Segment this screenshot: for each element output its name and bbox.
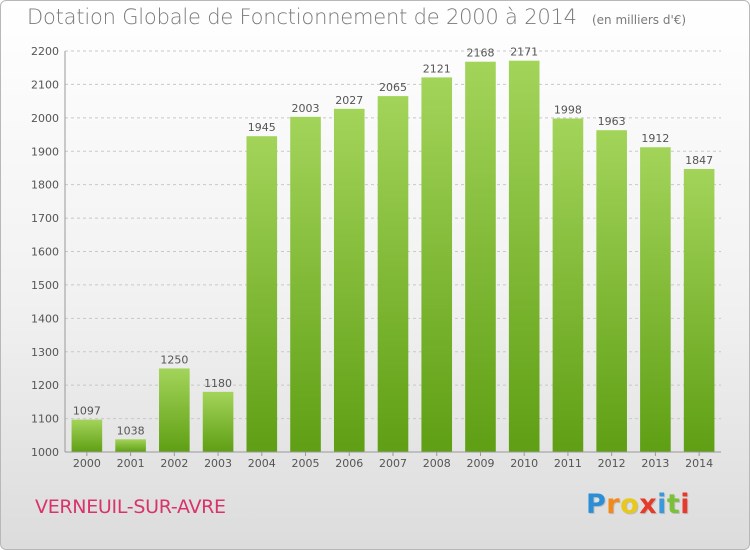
- x-tick-label: 2005: [292, 457, 320, 470]
- y-axis: 1000 1100 1200 1300 1400 1500 1600 1700 1800 1900…: [31, 45, 66, 459]
- x-axis: 2000 2001 2002 2003 2004 2005 2006 2007 2008 2009…: [65, 451, 721, 470]
- x-tick-label: 2010: [510, 457, 538, 470]
- y-tick-label: 1700: [31, 212, 59, 225]
- x-tick-label: 2007: [379, 457, 407, 470]
- x-tick-label: 2003: [204, 457, 232, 470]
- bar: [508, 60, 540, 453]
- data-label: 2027: [335, 94, 363, 107]
- data-label: 1097: [73, 405, 101, 418]
- bar: [115, 439, 146, 452]
- y-tick-label: 1200: [31, 379, 59, 392]
- y-tick-label: 1500: [31, 279, 59, 292]
- bar: [421, 77, 453, 452]
- bar: [465, 61, 496, 453]
- y-tick-label: 1300: [31, 346, 59, 359]
- data-label: 2065: [379, 81, 407, 94]
- data-label: 2121: [423, 62, 451, 75]
- data-label: 1912: [641, 132, 669, 145]
- logo-letter: o: [620, 489, 640, 520]
- bar: [640, 147, 671, 453]
- y-tick-label: 1000: [31, 446, 59, 459]
- bar: [71, 419, 103, 452]
- x-tick-label: 2011: [554, 457, 582, 470]
- x-tick-label: 2006: [335, 457, 363, 470]
- logo-letter: r: [606, 489, 621, 520]
- x-tick-label: 2001: [117, 457, 145, 470]
- bar: [333, 108, 365, 452]
- y-tick-label: 1100: [31, 413, 59, 426]
- x-tick-label: 2008: [423, 457, 451, 470]
- data-label: 1250: [160, 353, 188, 366]
- data-label: 1038: [117, 424, 145, 437]
- logo-letter: t: [666, 489, 681, 520]
- data-label: 2171: [510, 46, 538, 59]
- data-label: 1998: [554, 104, 582, 117]
- chart-title: Dotation Globale de Fonctionnement de 20…: [27, 5, 686, 29]
- y-tick-label: 1900: [31, 145, 59, 158]
- y-tick-label: 1600: [31, 246, 59, 259]
- x-tick-label: 2004: [248, 457, 276, 470]
- bar: [552, 118, 584, 453]
- data-label: 2003: [292, 102, 320, 115]
- y-tick-label: 1400: [31, 312, 59, 325]
- bar: [683, 168, 715, 453]
- y-tick-label: 2200: [31, 45, 59, 58]
- y-tick-label: 1800: [31, 179, 59, 192]
- data-label: 1847: [685, 154, 713, 167]
- proxiti-logo: Proxiti: [586, 489, 690, 520]
- bar: [290, 116, 321, 452]
- unit-label: (en milliers d'€): [591, 13, 687, 27]
- x-tick-label: 2013: [641, 457, 669, 470]
- bar: [202, 391, 234, 452]
- chart-title-text: Dotation Globale de Fonctionnement de 20…: [27, 5, 577, 29]
- data-label: 2168: [466, 47, 494, 60]
- y-tick-label: 2100: [31, 78, 59, 91]
- y-tick-label: 2000: [31, 112, 59, 125]
- x-tick-label: 2014: [685, 457, 713, 470]
- bar: [246, 136, 278, 452]
- data-label: 1963: [598, 115, 626, 128]
- bar: [159, 368, 190, 452]
- bars: 1097 1038 1250 1180 1945 2003 2027 2065 2121 2168…: [71, 46, 715, 453]
- x-tick-label: 2000: [73, 457, 101, 470]
- x-tick-label: 2002: [160, 457, 188, 470]
- logo-letter: i: [680, 489, 691, 520]
- x-tick-label: 2009: [466, 457, 494, 470]
- x-tick-label: 2012: [598, 457, 626, 470]
- data-label: 1945: [248, 121, 276, 134]
- bar: [377, 96, 409, 453]
- logo-letter: P: [586, 489, 607, 520]
- bar: [596, 130, 627, 452]
- data-label: 1180: [204, 377, 232, 390]
- commune-name: VERNEUIL-SUR-AVRE: [35, 496, 226, 518]
- logo-letter: i: [657, 489, 667, 520]
- logo-letter: x: [639, 489, 658, 520]
